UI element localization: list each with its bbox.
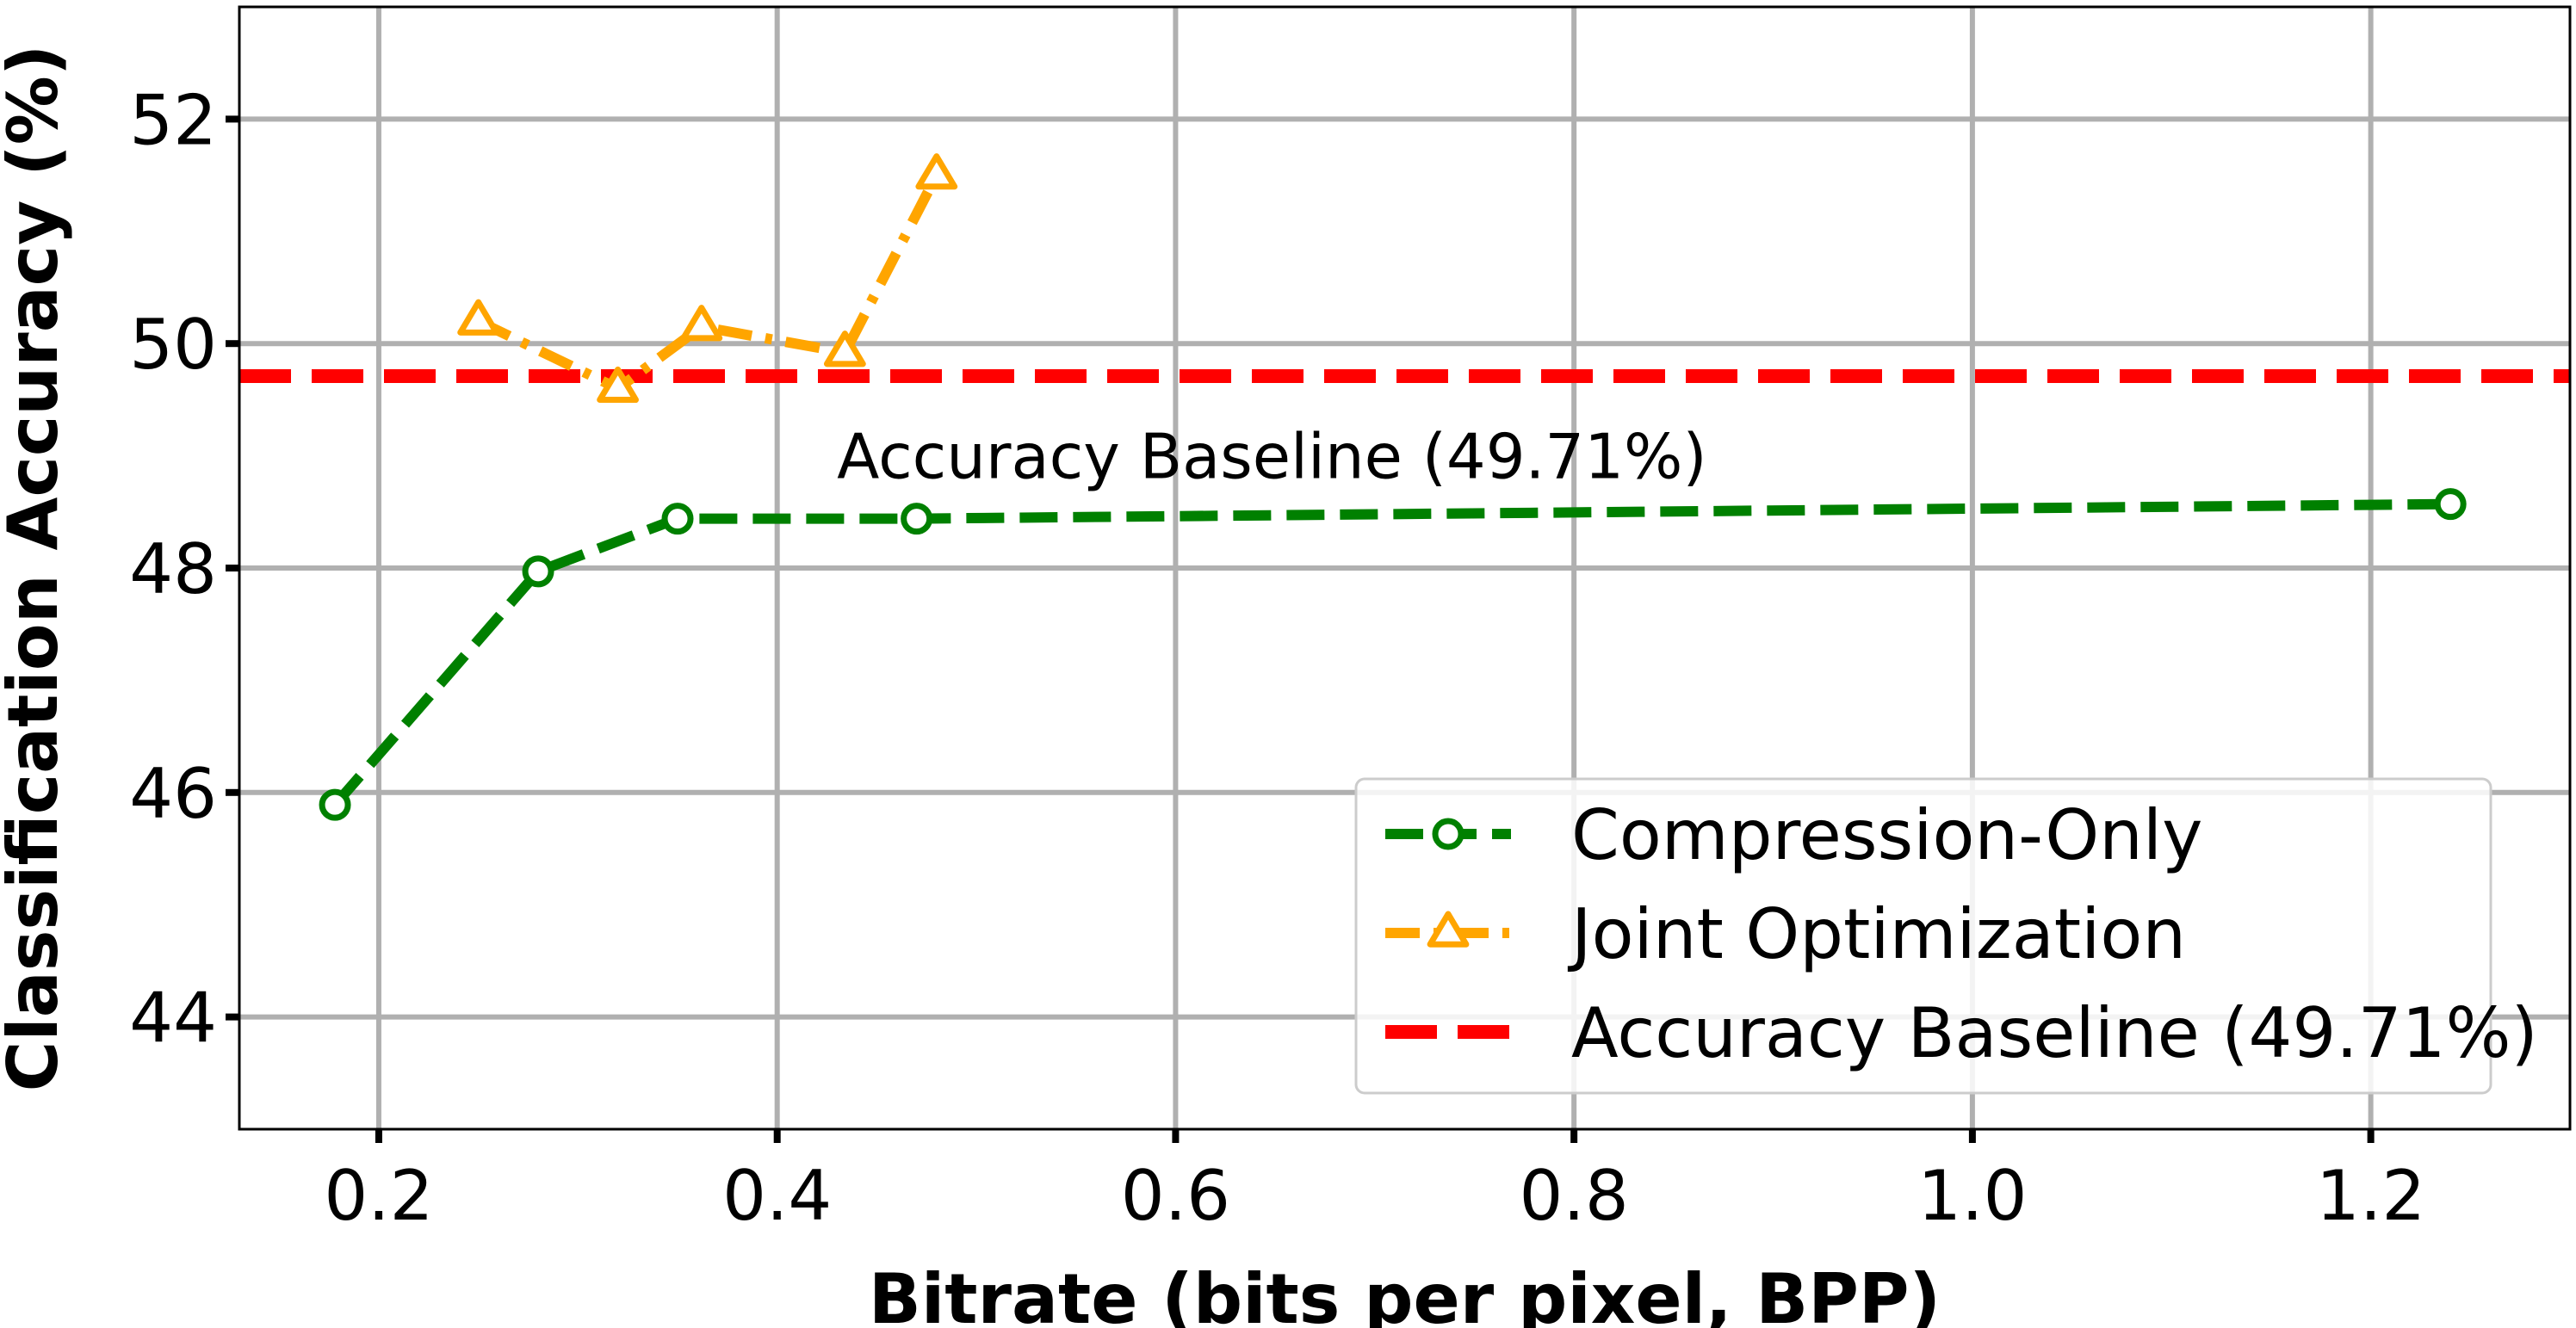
series-layer (319, 153, 2467, 821)
legend-label-2: Accuracy Baseline (49.71%) (1571, 993, 2538, 1073)
series-0 (319, 488, 2467, 821)
data-point-1-1 (597, 366, 639, 404)
baseline-annotation: Accuracy Baseline (49.71%) (837, 421, 1706, 493)
series-1 (457, 153, 958, 404)
legend-item-1: Joint Optimization (1385, 894, 2186, 974)
legend-item-0: Compression-Only (1385, 795, 2202, 875)
y-tick-label-2: 48 (129, 529, 217, 609)
data-point-1-4 (915, 153, 958, 190)
legend-box (1354, 777, 2492, 1095)
y-tick-label-4: 52 (129, 80, 217, 160)
x-tick-label-0: 0.2 (324, 1156, 433, 1236)
series-line-0 (331, 498, 2451, 809)
grid (239, 7, 2570, 1129)
data-point-0-1 (522, 555, 554, 588)
legend-label-0: Compression-Only (1571, 795, 2202, 875)
legend-marker-1 (1427, 911, 1470, 948)
data-point-1-0 (457, 299, 500, 336)
y-tick-label-1: 46 (129, 754, 217, 834)
x-tick-label-2: 0.6 (1121, 1156, 1230, 1236)
legend-label-1: Joint Optimization (1567, 894, 2186, 974)
data-point-1-3 (823, 330, 866, 368)
data-point-0-3 (901, 503, 933, 535)
y-axis-title: Classification Accuracy (%) (0, 45, 73, 1092)
series-line-1 (475, 172, 942, 394)
x-tick-label-1: 0.4 (722, 1156, 832, 1236)
legend-item-2: Accuracy Baseline (49.71%) (1385, 993, 2538, 1073)
legend: Compression-Only Joint Optimization Accura… (1354, 777, 2538, 1095)
ticks: 0.2 0.4 0.6 0.8 1.0 1.2 44 46 48 50 52 (129, 80, 2425, 1236)
data-point-0-0 (319, 788, 351, 821)
data-point-0-4 (2434, 488, 2467, 521)
legend-marker-0 (1432, 818, 1464, 850)
x-axis-title: Bitrate (bits per pixel, BPP) (869, 1259, 1941, 1328)
y-tick-label-0: 44 (129, 979, 217, 1059)
x-tick-label-4: 1.0 (1917, 1156, 2027, 1236)
y-tick-label-3: 50 (129, 305, 217, 385)
x-tick-label-3: 0.8 (1520, 1156, 1629, 1236)
data-point-0-2 (661, 503, 694, 535)
x-tick-label-5: 1.2 (2316, 1156, 2425, 1236)
data-point-1-2 (680, 305, 723, 342)
